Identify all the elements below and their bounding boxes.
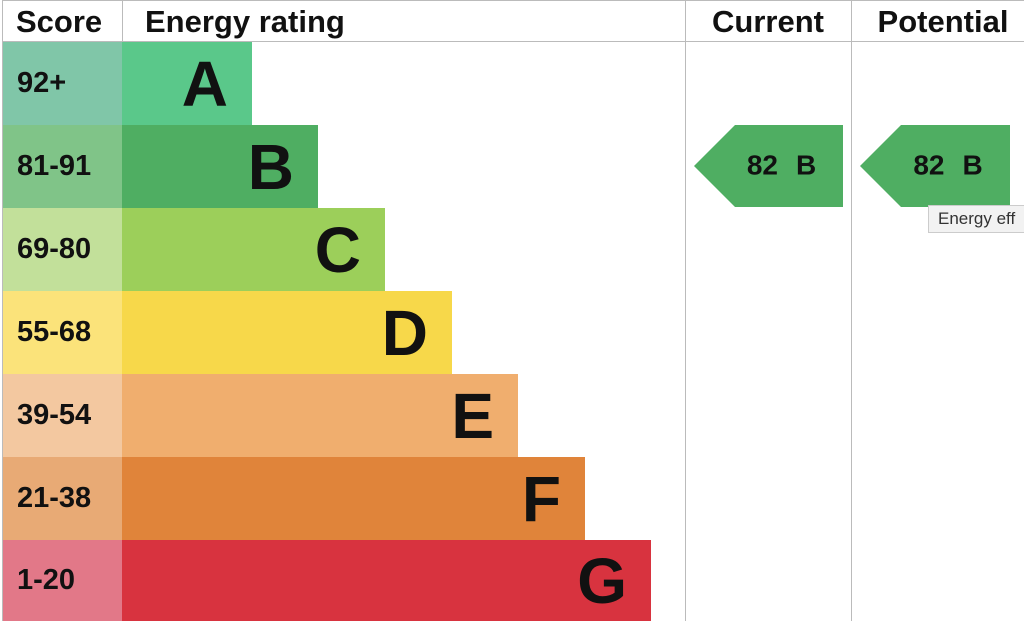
column-divider xyxy=(685,0,686,621)
left-border xyxy=(2,0,3,621)
score-cell: 69-80 xyxy=(3,208,122,291)
current-header: Current xyxy=(712,4,824,39)
header-divider xyxy=(122,0,123,42)
rating-header: Energy rating xyxy=(145,4,345,39)
rating-bar: G xyxy=(122,540,651,621)
top-border xyxy=(2,0,1024,1)
rating-bar: A xyxy=(122,42,252,125)
score-cell: 39-54 xyxy=(3,374,122,457)
score-cell: 81-91 xyxy=(3,125,122,208)
potential-score: 82 xyxy=(913,149,944,180)
score-cell: 92+ xyxy=(3,42,122,125)
rating-bar: F xyxy=(122,457,585,540)
potential-band: B xyxy=(963,149,983,180)
column-divider xyxy=(851,0,852,621)
current-arrow xyxy=(694,125,843,207)
current-score: 82 xyxy=(747,149,778,180)
rating-bar: B xyxy=(122,125,318,208)
rating-bar: C xyxy=(122,208,385,291)
tooltip: Energy eff xyxy=(928,205,1024,233)
rating-bar: E xyxy=(122,374,518,457)
rating-bar: D xyxy=(122,291,452,374)
score-cell: 1-20 xyxy=(3,540,122,621)
potential-arrow xyxy=(860,125,1010,207)
score-header: Score xyxy=(16,4,103,39)
score-cell: 21-38 xyxy=(3,457,122,540)
header-border xyxy=(2,41,1024,42)
potential-header: Potential xyxy=(877,4,1009,39)
score-cell: 55-68 xyxy=(3,291,122,374)
current-band: B xyxy=(796,149,816,180)
